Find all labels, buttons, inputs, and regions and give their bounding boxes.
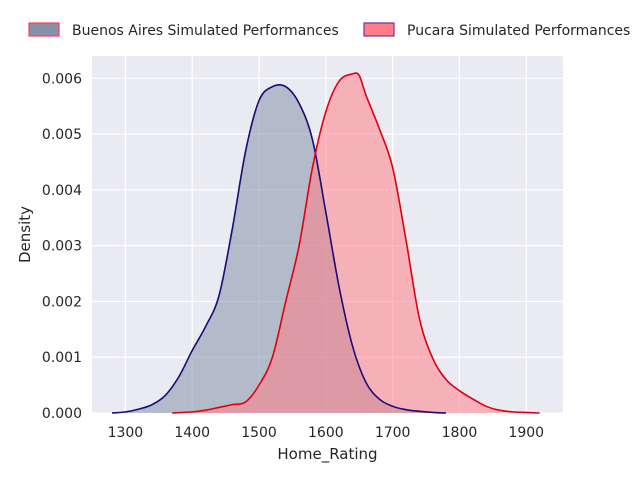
y-axis-ticks: 0.000 0.001 0.002 0.003 0.004 0.005 0.006 (42, 71, 82, 422)
x-tick-label: 1300 (108, 425, 144, 441)
y-tick-label: 0.005 (42, 127, 82, 143)
x-axis-label: Home_Rating (277, 445, 377, 464)
x-tick-label: 1800 (442, 425, 478, 441)
density-line-1 (111, 83, 447, 414)
density-area-fill-2 (172, 73, 540, 413)
y-tick-label: 0.002 (42, 294, 82, 310)
y-tick-label: 0.000 (42, 406, 82, 422)
x-tick-label: 1700 (375, 425, 411, 441)
x-tick-label: 1900 (508, 425, 544, 441)
density-line-2 (172, 72, 540, 414)
legend-swatch-2 (363, 22, 395, 37)
y-axis-label: Density (16, 206, 34, 263)
legend: Buenos Aires Simulated Performances Pucar… (28, 22, 630, 39)
legend-swatch-1 (28, 22, 60, 37)
legend-label-2: Pucara Simulated Performances (407, 23, 630, 39)
legend-label-1: Buenos Aires Simulated Performances (72, 23, 339, 39)
x-axis-ticks: 1300 1400 1500 1600 1700 1800 1900 (108, 425, 544, 441)
x-tick-label: 1400 (174, 425, 210, 441)
y-tick-label: 0.004 (42, 183, 82, 199)
density-areas (111, 72, 540, 414)
x-tick-label: 1600 (308, 425, 344, 441)
y-tick-label: 0.006 (42, 71, 82, 87)
x-tick-label: 1500 (241, 425, 277, 441)
y-tick-label: 0.003 (42, 239, 82, 255)
y-tick-label: 0.001 (42, 350, 82, 366)
density-area-fill-1 (112, 84, 447, 413)
